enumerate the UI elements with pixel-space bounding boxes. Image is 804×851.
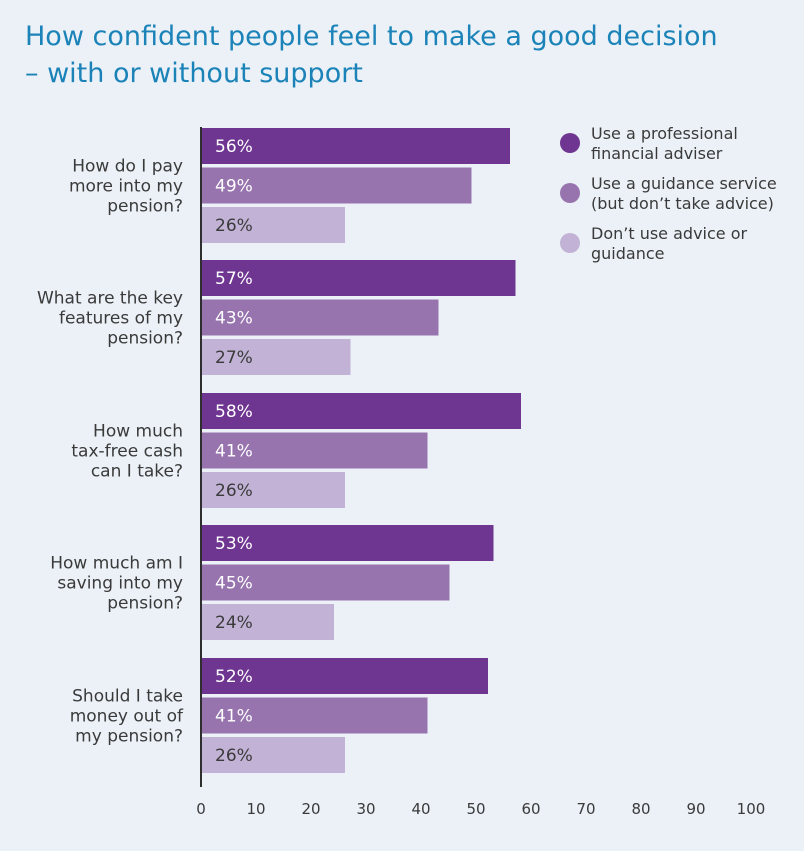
legend-swatch-2 [560,183,580,203]
bar-value-label: 41% [215,442,253,462]
bar-2-series-2 [202,299,439,336]
bar-4-series-3 [202,604,334,640]
bar-value-label: 57% [215,269,253,289]
legend-swatch-1 [560,133,580,153]
x-tick-label: 100 [737,800,766,818]
x-tick-label: 30 [356,800,375,818]
bar-value-label: 53% [215,534,253,554]
x-tick-label: 50 [466,800,485,818]
x-axis-ticks: 0 10 20 30 40 50 60 70 80 90 100 [196,800,765,818]
x-tick-label: 70 [576,800,595,818]
bar-5-series-2 [202,697,428,734]
bar-value-label: 41% [215,707,253,727]
bar-3-series-2 [202,432,428,469]
chart-title-line-2: – with or without support [25,58,363,89]
category-label-1: How do I pay more into my pension? [69,157,183,217]
category-label-2: What are the key features of my pension? [37,289,183,349]
bar-1-series-2 [202,167,472,204]
chart-title: How confident people feel to make a good… [25,18,785,92]
x-tick-label: 60 [521,800,540,818]
bar-3-series-3 [202,472,345,508]
bar-1-series-1 [202,128,510,164]
category-labels: How do I pay more into my pension? What are… [37,157,184,747]
bar-2-series-1 [202,260,516,296]
category-label-3: How much tax-free cash can I take? [71,422,183,482]
bar-4-series-2 [202,564,450,601]
legend-entry-3: Don’t use advice or guidance [591,224,747,263]
bar-value-label: 45% [215,574,253,594]
bar-value-label: 26% [215,746,253,766]
category-label-5: Should I take money out of my pension? [70,687,184,747]
x-tick-label: 20 [301,800,320,818]
legend-swatch-3 [560,233,580,253]
bar-value-label: 58% [215,402,253,422]
bar-value-label: 56% [215,137,253,157]
bar-5-series-1 [202,658,488,694]
x-tick-label: 90 [686,800,705,818]
bar-value-label: 24% [215,613,253,633]
bar-2-series-3 [202,339,351,375]
bar-value-label: 43% [215,309,253,329]
legend: Use a professional financial adviser Use a… [560,124,777,263]
x-tick-label: 10 [246,800,265,818]
bar-4-series-1 [202,525,494,561]
chart-title-line-1: How confident people feel to make a good… [25,21,718,52]
bar-value-label: 27% [215,348,253,368]
bar-value-label: 26% [215,216,253,236]
bars-layer: 56% 49% 26% 57% 43% 27% 58% 41% 26% 53% 45% 24% 52% 4… [202,128,521,773]
x-tick-label: 40 [411,800,430,818]
bar-5-series-3 [202,737,345,773]
legend-entry-1: Use a professional financial adviser [591,124,738,163]
bar-value-label: 26% [215,481,253,501]
legend-entry-2: Use a guidance service (but don’t take ad… [591,174,777,213]
bar-3-series-1 [202,393,521,429]
bar-1-series-3 [202,207,345,243]
bar-value-label: 52% [215,667,253,687]
bar-value-label: 49% [215,177,253,197]
x-tick-label: 0 [196,800,206,818]
x-tick-label: 80 [631,800,650,818]
